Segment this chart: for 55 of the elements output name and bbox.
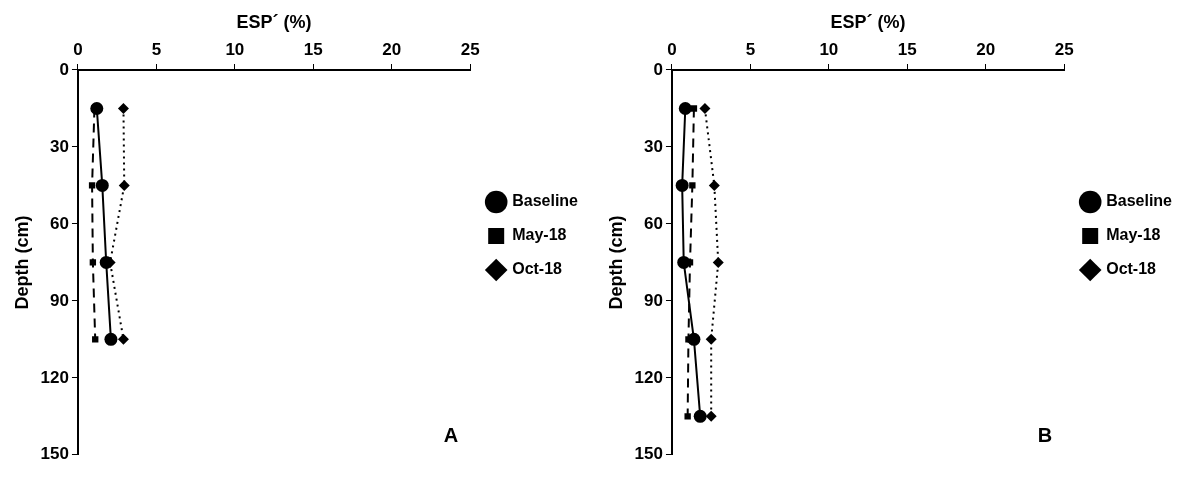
point — [708, 179, 720, 191]
x-tick-label: 10 — [819, 40, 839, 60]
point — [684, 413, 691, 420]
y-tick-label: 30 — [644, 136, 663, 156]
point — [678, 101, 692, 115]
x-tick-label: 0 — [73, 40, 83, 60]
point — [117, 333, 129, 345]
x-tick-label: 20 — [976, 40, 996, 60]
annotation: A — [443, 424, 459, 447]
point — [675, 178, 689, 192]
point — [89, 259, 97, 266]
legend-label: Oct-18 — [1106, 260, 1157, 278]
y-axis-title: Depth (cm) — [11, 215, 32, 310]
point — [705, 410, 717, 422]
legend-label: Baseline — [512, 192, 579, 210]
y-tick-label: 60 — [644, 213, 663, 233]
y-tick-label: 90 — [50, 290, 69, 310]
legend-label: May-18 — [1106, 226, 1161, 244]
x-tick-label: 25 — [460, 40, 480, 60]
x-tick-label: 15 — [897, 40, 917, 60]
point — [92, 336, 99, 343]
point — [104, 332, 118, 346]
x-axis-title: ESP´ (%) — [830, 11, 906, 32]
legend-label: Oct-18 — [512, 260, 563, 278]
y-tick-label: 0 — [59, 59, 69, 79]
point — [88, 182, 96, 189]
y-tick-label: 0 — [653, 59, 663, 79]
annotation: B — [1037, 424, 1053, 447]
x-tick-label: 5 — [745, 40, 756, 60]
point — [689, 182, 696, 189]
point — [699, 102, 711, 114]
x-tick-label: 10 — [225, 40, 245, 60]
y-tick-label: 150 — [40, 444, 69, 464]
point — [693, 409, 707, 423]
legend-label: Baseline — [1106, 192, 1173, 210]
y-axis-title: Depth (cm) — [605, 215, 626, 310]
y-tick-label: 30 — [50, 136, 69, 156]
point — [95, 178, 109, 192]
legend-label: May-18 — [512, 226, 567, 244]
y-tick-label: 60 — [50, 213, 69, 233]
point — [705, 333, 717, 345]
x-tick-label: 20 — [382, 40, 402, 60]
y-tick-label: 150 — [634, 444, 663, 464]
y-tick-label: 90 — [644, 290, 663, 310]
x-tick-label: 0 — [667, 40, 677, 60]
point — [690, 105, 698, 112]
point — [712, 256, 724, 268]
x-tick-label: 25 — [1054, 40, 1074, 60]
y-tick-label: 120 — [634, 367, 663, 387]
y-tick-label: 120 — [40, 367, 69, 387]
x-tick-label: 15 — [303, 40, 323, 60]
point — [118, 179, 130, 191]
x-axis-title: ESP´ (%) — [236, 11, 312, 32]
x-tick-label: 5 — [151, 40, 162, 60]
point — [117, 102, 129, 114]
